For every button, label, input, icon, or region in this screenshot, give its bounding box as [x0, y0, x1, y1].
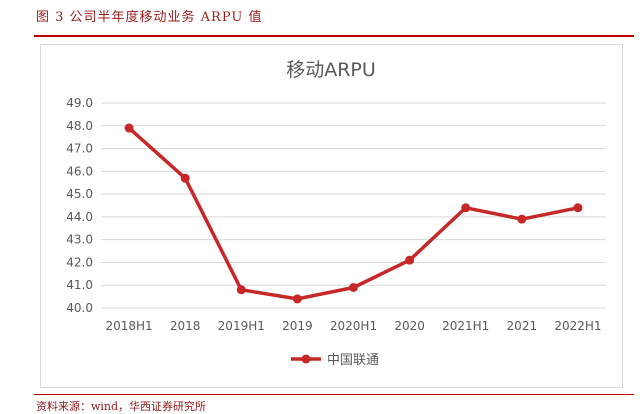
x-tick-label: 2020H1 [330, 319, 377, 333]
gridlines [101, 102, 606, 309]
y-tick-label: 47.0 [66, 142, 93, 156]
data-point [180, 173, 190, 183]
bottom-divider [34, 394, 634, 395]
figure-caption: 图 3 公司半年度移动业务 ARPU 值 [36, 10, 263, 25]
data-point [124, 123, 134, 133]
x-tick-label: 2021 [507, 319, 538, 333]
data-point [461, 203, 471, 213]
series-line [127, 126, 580, 301]
legend-label: 中国联通 [327, 353, 379, 368]
y-tick-label: 43.0 [66, 233, 93, 247]
y-tick-label: 42.0 [66, 255, 93, 269]
data-point [573, 203, 583, 213]
legend-marker [301, 354, 311, 364]
series-layer [124, 123, 583, 304]
data-point [405, 255, 415, 265]
y-tick-label: 44.0 [66, 210, 93, 224]
y-axis-ticks: 40.0 41.0 42.0 43.0 44.0 45.0 46.0 47.0 48.0 49.0 [66, 96, 93, 315]
chart-title: 移动ARPU [286, 59, 376, 81]
data-point [292, 294, 302, 304]
data-point [349, 283, 358, 292]
data-point [517, 214, 527, 224]
y-tick-label: 40.0 [66, 301, 93, 315]
top-divider [34, 35, 634, 37]
x-tick-label: 2019H1 [218, 319, 265, 333]
y-tick-label: 48.0 [66, 119, 93, 133]
x-tick-label: 2021H1 [442, 319, 489, 333]
chart-frame: 移动ARPU 40.0 41.0 42.0 43.0 44.0 45.0 46.0 47.0 4… [40, 44, 623, 388]
y-tick-label: 46.0 [66, 164, 93, 178]
x-tick-label: 2019 [282, 319, 313, 333]
source-note: 资料来源：wind，华西证券研究所 [36, 400, 207, 413]
data-point [236, 285, 246, 295]
y-tick-label: 41.0 [66, 278, 93, 292]
x-axis-ticks: 2018H1 2018 2019H1 2019 2020H1 2020 2021H1 2021… [105, 319, 601, 333]
y-tick-label: 49.0 [66, 96, 93, 110]
x-tick-label: 2022H1 [554, 319, 601, 333]
x-tick-label: 2018 [170, 319, 201, 333]
y-tick-label: 45.0 [66, 187, 93, 201]
x-tick-label: 2018H1 [105, 319, 152, 333]
arpu-line-chart: 移动ARPU 40.041.042.043.044.045.046.047.04… [66, 59, 606, 368]
x-tick-label: 2020 [394, 319, 425, 333]
legend: 中国联通 [291, 353, 379, 368]
